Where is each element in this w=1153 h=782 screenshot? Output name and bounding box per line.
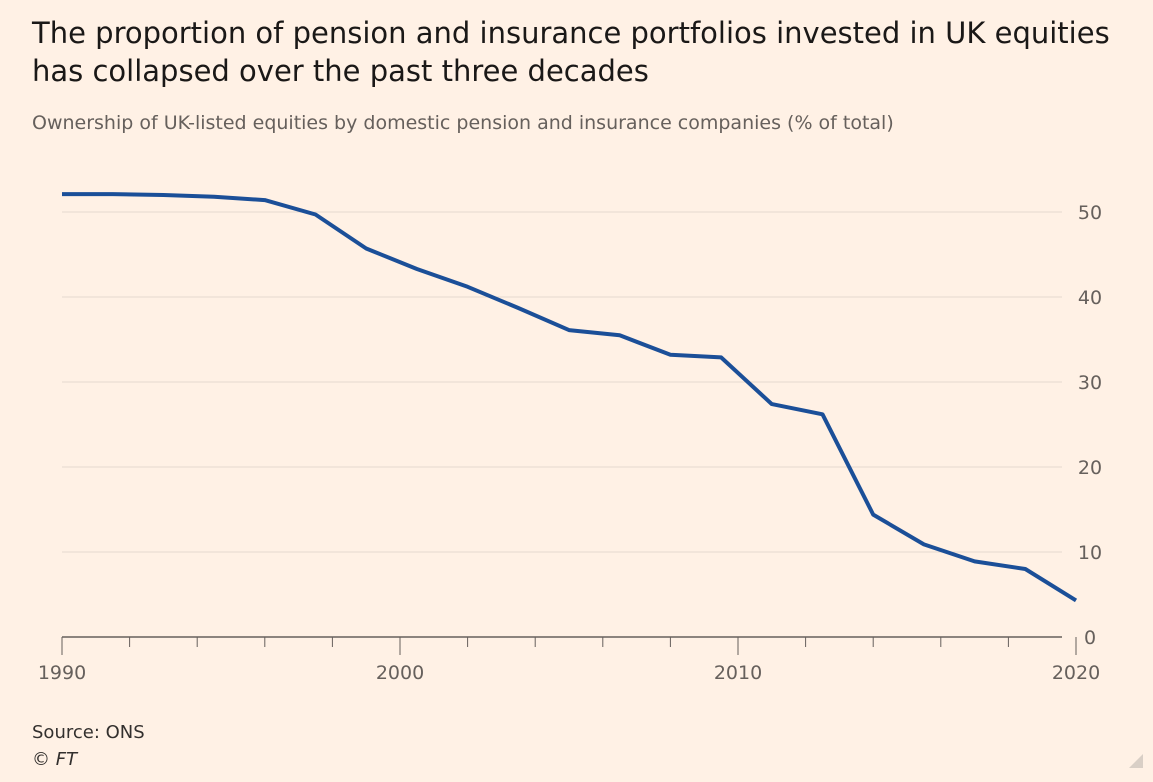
series-line xyxy=(62,192,1078,603)
y-tick-label: 0 xyxy=(1084,627,1096,649)
y-tick-label: 20 xyxy=(1078,457,1102,479)
y-tick-label: 10 xyxy=(1078,542,1102,564)
x-tick-label: 2000 xyxy=(376,662,424,684)
x-tick-label: 1990 xyxy=(38,662,86,684)
x-tick-label: 2010 xyxy=(714,662,762,684)
x-axis: 1990 2000 2010 2020 xyxy=(38,637,1100,684)
x-tick-label: 2020 xyxy=(1052,662,1100,684)
chart-subtitle: Ownership of UK-listed equities by domes… xyxy=(32,112,894,134)
resize-handle-icon[interactable] xyxy=(1129,754,1143,768)
source-note: Source: ONS xyxy=(32,722,145,743)
series-layer xyxy=(62,192,1078,603)
y-tick-label: 50 xyxy=(1078,202,1102,224)
y-tick-label: 40 xyxy=(1078,287,1102,309)
line-chart: 1990 2000 2010 2020 0 10 20 30 40 50 xyxy=(38,192,1102,684)
chart-title: The proportion of pension and insurance … xyxy=(32,16,1110,88)
y-axis: 0 10 20 30 40 50 xyxy=(1078,202,1102,649)
y-tick-label: 30 xyxy=(1078,372,1102,394)
copyright-note: © FT xyxy=(32,749,78,770)
gridlines xyxy=(62,211,1062,638)
